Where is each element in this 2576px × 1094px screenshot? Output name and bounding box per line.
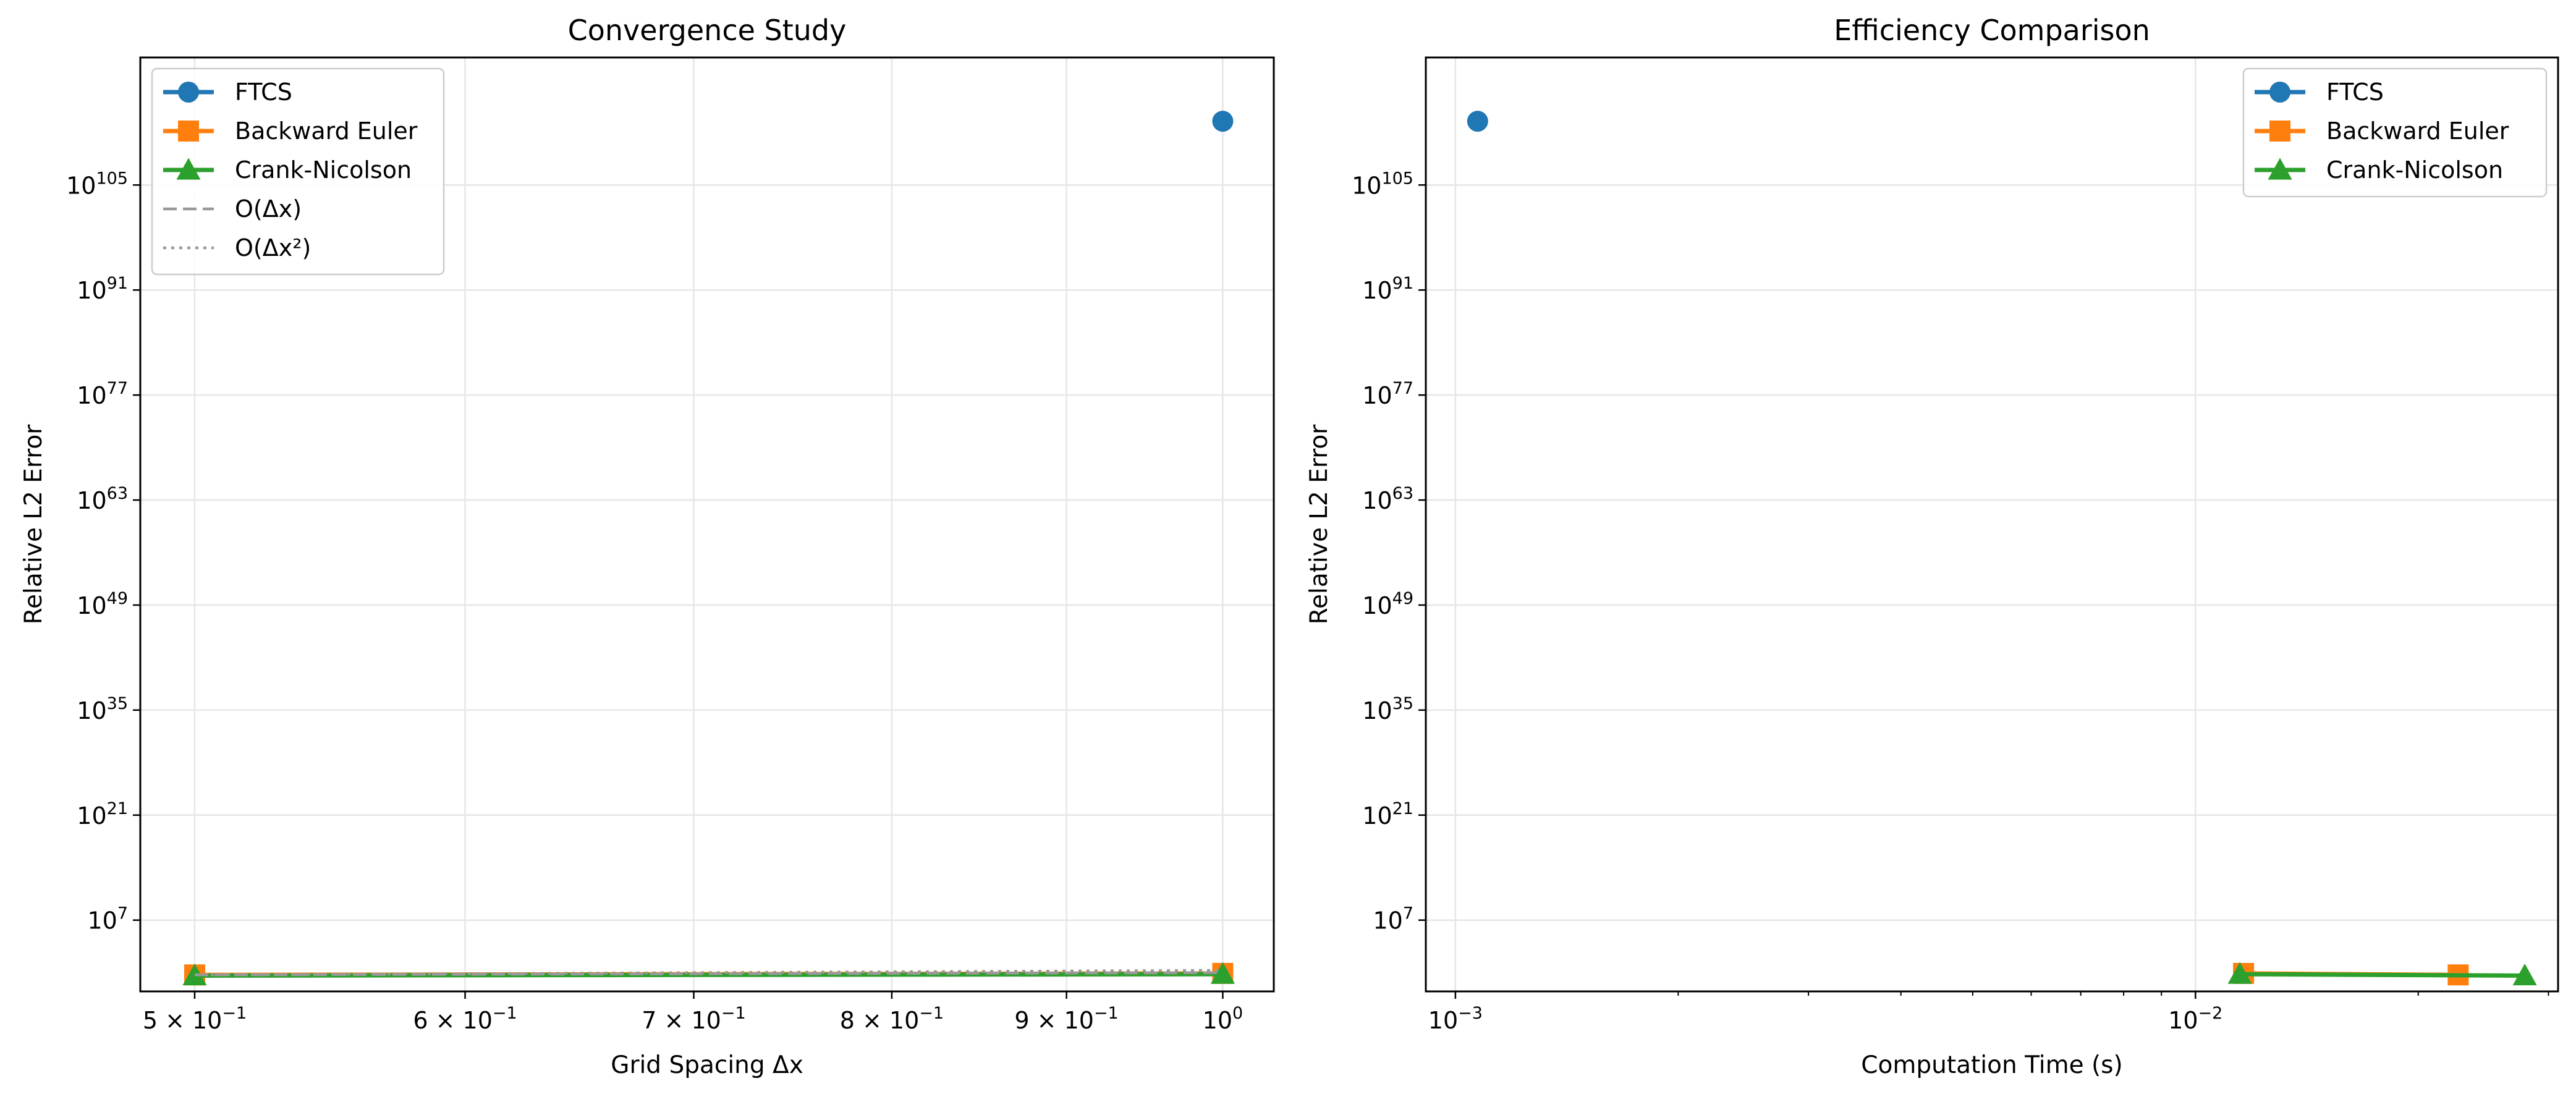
legend-marker <box>178 82 199 103</box>
y-tick-label: 107 <box>1373 904 1413 935</box>
y-tick-label: 1077 <box>77 379 128 409</box>
chart-panel-2: 107 1021 1035 1049 1063 1077 1091 10105 10−3 10−2… <box>1305 14 2559 1079</box>
y-tick-label: 1021 <box>1362 799 1413 829</box>
legend-label: O(Δx) <box>235 195 302 223</box>
y-tick-label: 107 <box>87 904 128 935</box>
legend-label: Backward Euler <box>235 117 418 145</box>
legend-label: Crank-Nicolson <box>2326 156 2503 184</box>
y-tick-label: 10105 <box>66 169 128 199</box>
y-tick-label: 1063 <box>1362 484 1413 514</box>
y-axis-label: Relative L2 Error <box>1305 424 1333 625</box>
plot-frame <box>139 56 1275 993</box>
legend-label: Crank-Nicolson <box>235 156 412 184</box>
x-tick-label: 7 × 10−1 <box>642 1004 745 1034</box>
series-o-x- <box>194 969 1223 977</box>
x-tick-label: 5 × 10−1 <box>143 1004 247 1034</box>
y-tick-label: 1091 <box>1362 274 1413 304</box>
x-axis-label: Computation Time (s) <box>1861 1051 2122 1079</box>
x-tick-label: 8 × 10−1 <box>840 1004 944 1034</box>
legend-marker <box>2269 82 2290 103</box>
legend: FTCS Backward Euler Crank-Nicolson <box>2242 67 2548 198</box>
legend-box <box>2242 67 2548 198</box>
x-axis-label: Grid Spacing Δx <box>611 1051 803 1079</box>
y-tick-label: 1077 <box>1362 379 1413 409</box>
x-tick-label: 10−2 <box>2168 1004 2222 1034</box>
series-line <box>194 969 1223 977</box>
plot-frame <box>1425 56 2559 993</box>
series-ftcs <box>1212 111 1234 132</box>
x-tick-label: 6 × 10−1 <box>413 1004 517 1034</box>
legend-label: O(Δx²) <box>235 234 311 261</box>
legend-label: Backward Euler <box>2326 117 2509 145</box>
y-tick-label: 1035 <box>1362 694 1413 724</box>
legend-marker <box>176 158 201 180</box>
chart-panel-1: 107 1021 1035 1049 1063 1077 1091 10105 5 × 10−1… <box>20 14 1275 1079</box>
legend-marker <box>2269 121 2290 142</box>
y-axis-label: Relative L2 Error <box>20 424 48 625</box>
data-point <box>2227 962 2252 984</box>
data-point <box>1210 962 1235 984</box>
series-ftcs <box>1467 111 1488 132</box>
y-tick-label: 1091 <box>77 274 128 304</box>
y-tick-label: 1049 <box>77 589 128 619</box>
y-tick-label: 1049 <box>1362 589 1413 619</box>
legend: FTCS Backward Euler Crank-Nicolson O(Δx) O(Δ… <box>151 67 445 276</box>
y-tick-label: 10105 <box>1352 169 1413 199</box>
chart-title: Efficiency Comparison <box>1834 14 2150 47</box>
data-point <box>2512 963 2537 986</box>
data-point <box>1467 111 1488 132</box>
series-crank-nicolson <box>2227 962 2537 986</box>
x-tick-label: 9 × 10−1 <box>1014 1004 1118 1034</box>
legend-marker <box>2268 158 2292 180</box>
series-line <box>2240 972 2525 978</box>
legend-label: FTCS <box>235 78 292 106</box>
legend-marker <box>178 121 199 142</box>
data-point <box>1212 111 1234 132</box>
x-tick-label: 100 <box>1203 1004 1244 1034</box>
x-tick-label: 10−3 <box>1428 1004 1483 1034</box>
y-tick-label: 1021 <box>77 799 128 829</box>
chart-title: Convergence Study <box>568 14 847 47</box>
y-tick-label: 1063 <box>77 484 128 514</box>
legend-box <box>151 67 445 276</box>
y-tick-label: 1035 <box>77 694 128 724</box>
legend-label: FTCS <box>2326 78 2384 106</box>
